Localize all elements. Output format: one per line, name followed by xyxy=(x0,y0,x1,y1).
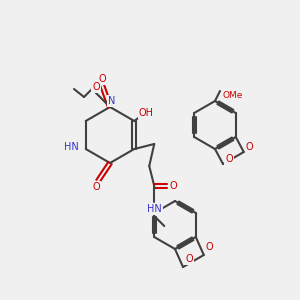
Text: O: O xyxy=(92,82,100,92)
Text: N: N xyxy=(108,96,116,106)
Text: HN: HN xyxy=(147,204,162,214)
Text: OMe: OMe xyxy=(223,91,243,100)
Text: HN: HN xyxy=(64,142,79,152)
Text: O: O xyxy=(98,74,106,84)
Text: O: O xyxy=(185,254,193,264)
Text: O: O xyxy=(92,182,100,192)
Text: O: O xyxy=(246,142,253,152)
Text: O: O xyxy=(225,154,233,164)
Text: OH: OH xyxy=(139,108,154,118)
Text: O: O xyxy=(206,242,214,252)
Text: O: O xyxy=(169,181,177,191)
